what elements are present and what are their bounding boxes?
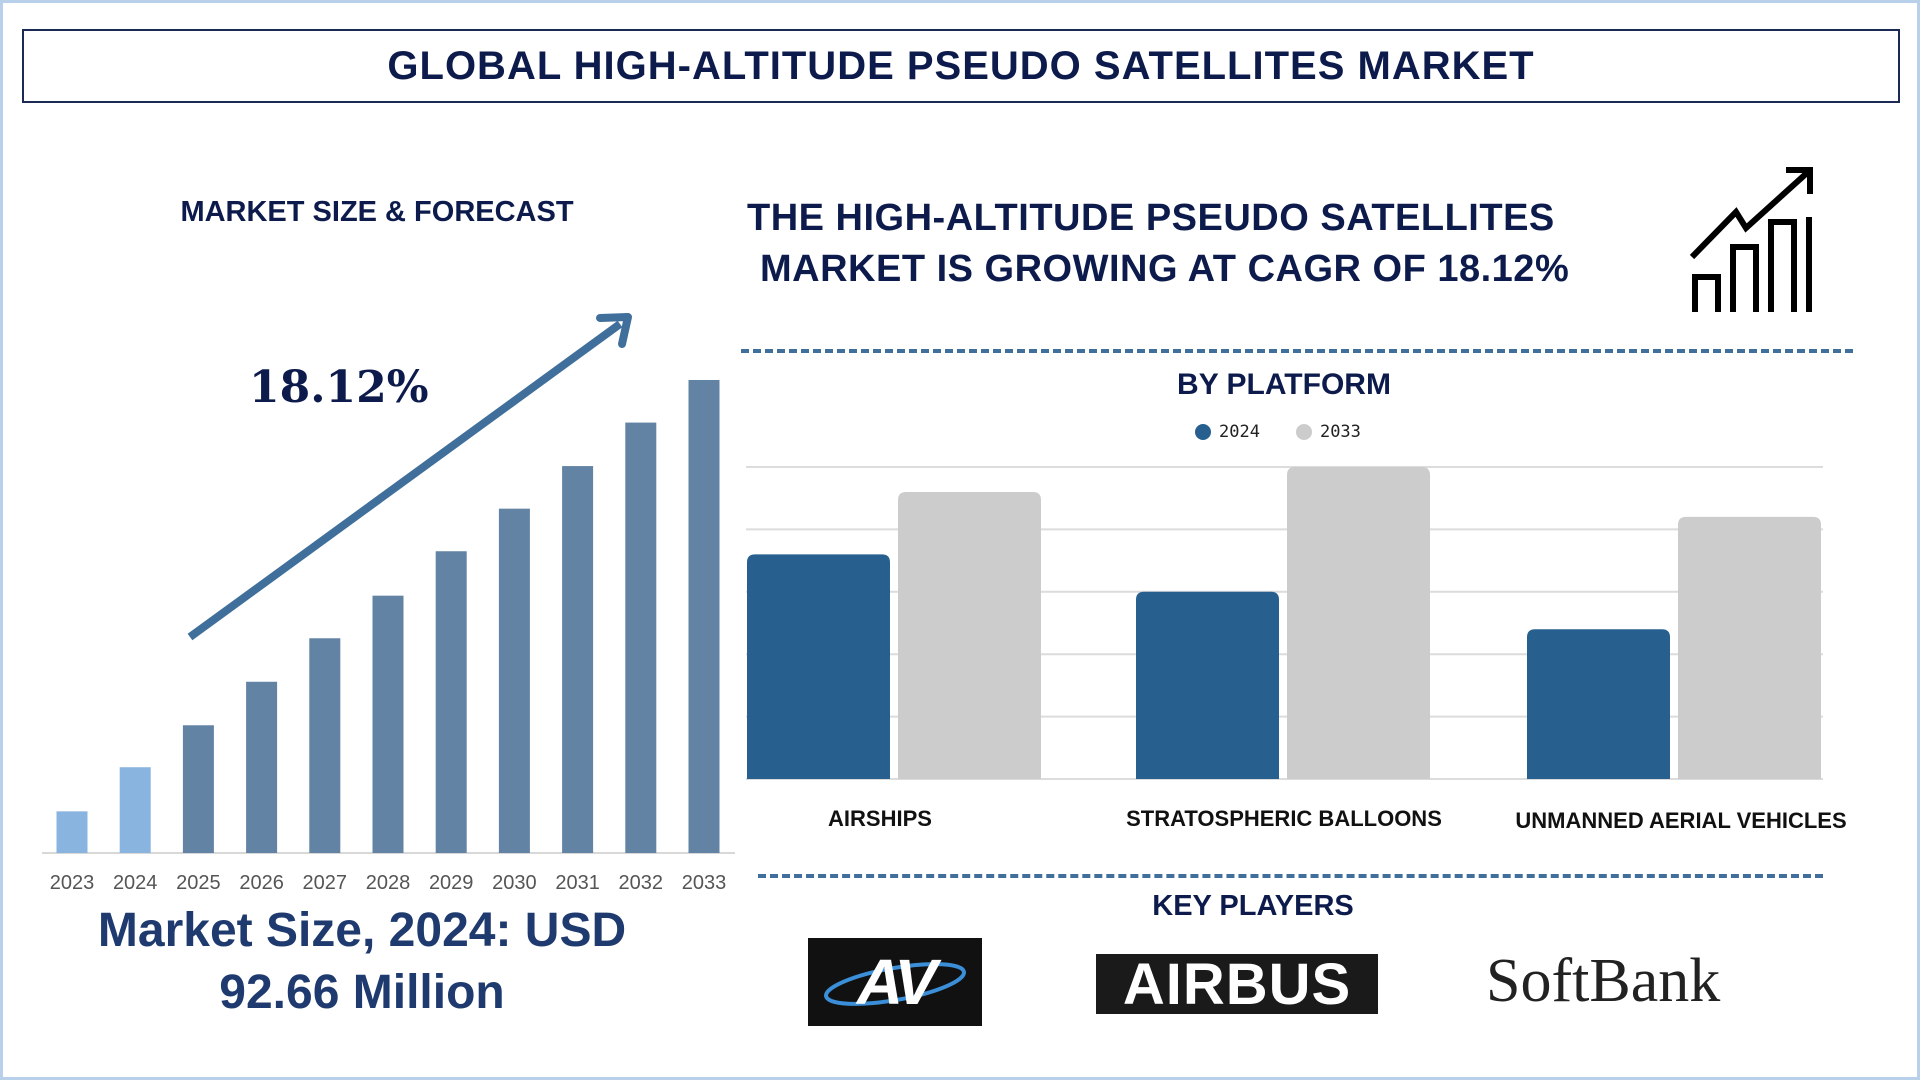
year-label-2030: 2030 [492,872,537,894]
key-players-title: KEY PLAYERS [1152,890,1354,922]
legend-item-2033: 2033 [1295,422,1361,442]
logo-av-text: AV [856,946,937,1018]
year-label-2028: 2028 [365,872,411,894]
logo-softbank: SoftBank [1486,947,1721,1015]
bar-2028 [372,595,404,853]
market-size-line1: Market Size, 2024: USD [97,904,627,957]
divider-top [741,349,1853,353]
category-label-uav: UNMANNED AERIAL VEHICLES [1515,808,1847,833]
headline-line2: MARKET IS GROWING AT CAGR OF 18.12% [760,248,1570,290]
page-title: GLOBAL HIGH-ALTITUDE PSEUDO SATELLITES M… [387,43,1535,88]
year-label-2027: 2027 [302,872,348,894]
bar-2032 [625,422,657,853]
year-label-2025: 2025 [176,872,221,894]
growth-chart-icon [1689,167,1813,312]
bar-2033-airships [898,491,1041,779]
bar-2024-airships [747,554,890,779]
bar-2033-stratospheric-balloons [1287,467,1430,779]
bar-2024 [119,767,151,853]
growth-arrow-shaft [187,320,623,641]
logo-airbus: AIRBUS [1096,952,1378,1017]
year-label-2024: 2024 [112,872,158,894]
market-size-subtitle: MARKET SIZE & FORECAST [180,196,574,228]
year-label-2032: 2032 [618,872,664,894]
legend-label-2033: 2033 [1319,422,1361,442]
bar-2023 [56,811,88,853]
bar-2025 [182,725,214,853]
year-label-2029: 2029 [428,872,474,894]
legend-swatch-2033 [1295,424,1312,440]
segment-title: BY PLATFORM [1177,368,1391,401]
legend-item-2024: 2024 [1195,422,1260,442]
bar-2029 [435,551,467,853]
bar-2030 [498,508,530,853]
bar-2031 [562,466,594,853]
legend-swatch-2024 [1195,424,1211,440]
year-label-2026: 2026 [239,872,284,894]
year-label-2023: 2023 [49,872,95,894]
bar-2027 [309,638,341,853]
headline-line1: THE HIGH-ALTITUDE PSEUDO SATELLITES [747,197,1555,239]
category-label-airships: AIRSHIPS [828,806,932,831]
growth-arrow-head [596,313,632,348]
bar-2033 [688,380,720,853]
bar-2026 [246,681,278,853]
cagr-label: 18.12% [249,362,429,413]
year-label-2033: 2033 [681,872,727,894]
legend: 2024 2033 [1195,422,1361,442]
market-size-line2: 92.66 Million [219,966,505,1019]
bar-2024-unmanned-aerial-vehicles [1527,629,1670,779]
logo-airbus-text: AIRBUS [1122,951,1352,1017]
title-banner: GLOBAL HIGH-ALTITUDE PSEUDO SATELLITES M… [22,29,1900,103]
year-label-2031: 2031 [555,872,600,894]
logo-av: AV [808,938,982,1026]
bar-2033-unmanned-aerial-vehicles [1678,516,1821,779]
category-label-balloons: STRATOSPHERIC BALLOONS [1126,806,1442,831]
legend-label-2024: 2024 [1219,422,1260,442]
divider-bottom [758,874,1823,878]
bar-2024-stratospheric-balloons [1136,591,1279,779]
